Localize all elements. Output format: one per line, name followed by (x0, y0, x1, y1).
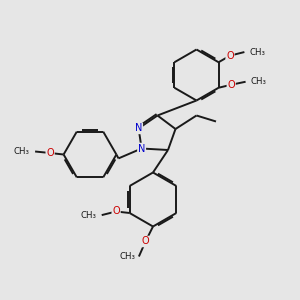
Text: CH₃: CH₃ (80, 211, 96, 220)
Text: CH₃: CH₃ (14, 147, 30, 156)
Text: O: O (46, 148, 54, 158)
Text: CH₃: CH₃ (119, 252, 135, 261)
Text: O: O (142, 236, 149, 247)
Text: N: N (135, 123, 142, 134)
Text: CH₃: CH₃ (251, 77, 267, 86)
Text: CH₃: CH₃ (250, 48, 266, 57)
Text: O: O (112, 206, 120, 217)
Text: O: O (226, 51, 234, 61)
Text: O: O (227, 80, 235, 90)
Text: N: N (138, 143, 145, 154)
